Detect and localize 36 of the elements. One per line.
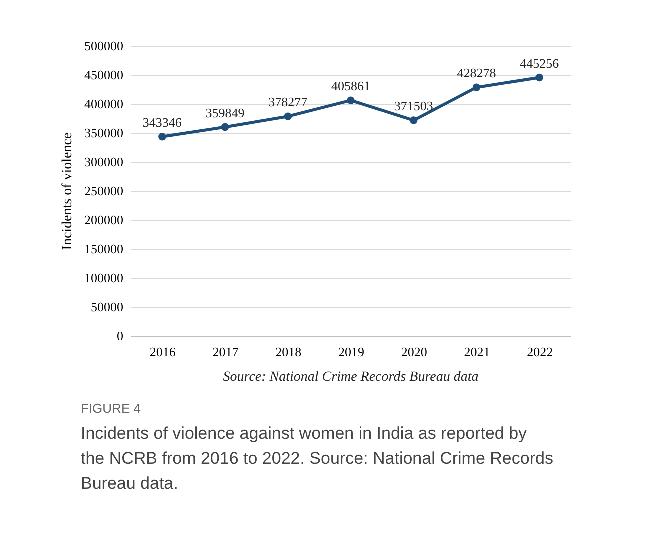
x-tick-label: 2020 (401, 344, 428, 360)
point (221, 123, 230, 132)
point (410, 116, 418, 124)
y-tick-label: 0 (117, 328, 124, 344)
y-tick-label: 50000 (91, 300, 124, 314)
x-tick-label: 2021 (464, 344, 490, 360)
y-tick-label: 200000 (84, 212, 124, 228)
y-tick-label: 400000 (84, 96, 124, 112)
data-label: 359849 (206, 105, 245, 120)
data-label: 405861 (332, 78, 370, 94)
data-label: 371503 (394, 98, 434, 114)
y-axis-title: Incidents of violence (60, 132, 76, 250)
x-tick-label: 2018 (276, 344, 302, 360)
data-label: 445256 (520, 56, 560, 71)
point (472, 84, 481, 92)
data-label: 378277 (268, 94, 308, 110)
source-note: Source: National Crime Records Bureau data (223, 370, 479, 385)
x-tick-label: 2017 (212, 344, 240, 360)
y-tick-label: 250000 (84, 184, 124, 198)
point (536, 74, 544, 82)
y-tick-label: 350000 (84, 126, 124, 140)
point (284, 112, 292, 120)
x-tick-label: 2019 (338, 344, 364, 360)
y-tick-label: 150000 (84, 242, 124, 256)
x-tick-label: 2022 (527, 344, 554, 360)
y-tick-label: 300000 (84, 154, 124, 170)
text: Incidents of violence against women in India as reported by the NCRB from 2016 to 2022. Source: National Crime Records Bureau data. (81, 424, 554, 493)
data-label: 343346 (142, 114, 182, 130)
point (158, 132, 166, 141)
y-tick-label: 100000 (84, 270, 124, 286)
x-tick-label: 2016 (150, 344, 176, 360)
caption: FIGURE 4 (81, 401, 141, 416)
point (347, 96, 355, 104)
y-tick-label: 500000 (84, 38, 124, 54)
y-tick-label: 450000 (84, 68, 124, 82)
data-label: 428278 (457, 66, 496, 81)
